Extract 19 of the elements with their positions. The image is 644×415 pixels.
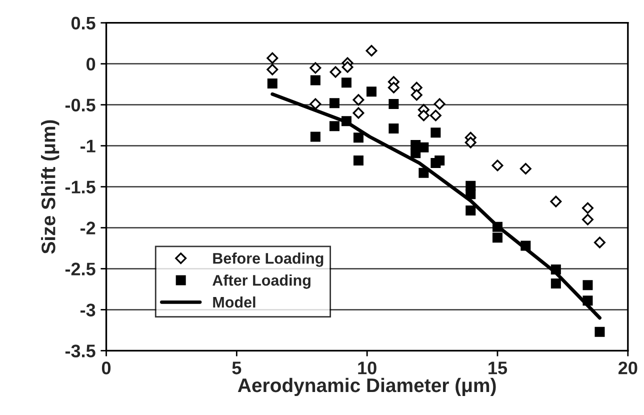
legend-label: Before Loading	[213, 252, 324, 267]
x-tick-label: 10	[358, 362, 376, 374]
x-axis-title: Aerodynamic Diameter (μm)	[238, 378, 496, 396]
y-axis-title: Size Shift (μm)	[41, 120, 60, 254]
y-tick-label: -0.5	[65, 98, 96, 112]
y-tick-label: -3	[80, 304, 96, 316]
x-tick-label: 20	[618, 362, 638, 374]
y-tick-label: -2	[80, 222, 96, 234]
x-tick-label: 15	[488, 362, 508, 374]
y-tick-label: -3.5	[65, 344, 96, 358]
y-tick-label: 0	[86, 58, 96, 71]
x-tick-label: 0	[102, 362, 111, 374]
y-tick-label: 0.5	[71, 16, 96, 30]
x-tick-label: 5	[232, 362, 242, 374]
legend-label: After Loading	[212, 274, 310, 289]
y-tick-label: -2.5	[65, 262, 96, 276]
y-tick-label: -1.5	[65, 180, 96, 194]
y-tick-label: -1	[80, 140, 96, 152]
legend-label: Model	[213, 296, 256, 308]
